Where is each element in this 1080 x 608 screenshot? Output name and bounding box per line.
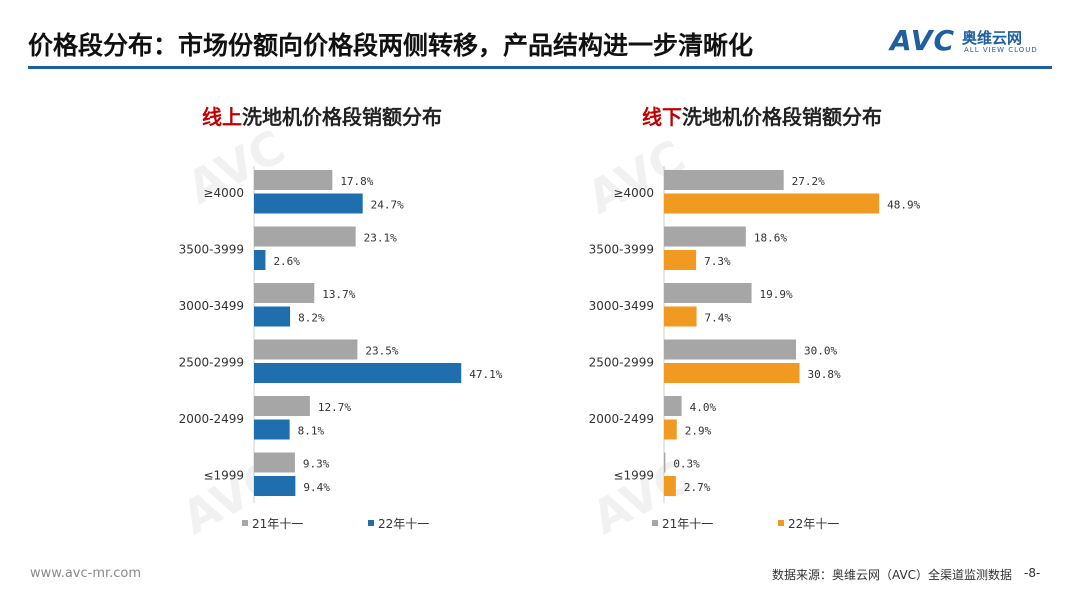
category-label: 2500-2999 — [179, 355, 244, 369]
page-title: 价格段分布：市场份额向价格段两侧转移，产品结构进一步清晰化 — [28, 31, 754, 60]
data-label: 17.8% — [340, 175, 373, 188]
chart-title: 线上洗地机价格段销额分布 — [202, 105, 442, 129]
bar-22 — [254, 193, 363, 214]
offline-chart: 线下洗地机价格段销额分布 ≥4000 27.2% 48.9% 3500-3999 18.6… — [589, 105, 921, 531]
footer-url[interactable]: www.avc-mr.com — [30, 566, 142, 581]
category-label: 3500-3999 — [589, 242, 654, 256]
data-label: 18.6% — [754, 232, 787, 245]
category-label: 2500-2999 — [589, 355, 654, 369]
legend-label: 22年十一 — [788, 517, 839, 531]
online-chart: 线上洗地机价格段销额分布 ≥4000 17.8% 24.7% 3500-3999 23.1… — [179, 105, 503, 531]
data-label: 30.8% — [808, 368, 841, 381]
category-label: ≤1999 — [203, 468, 244, 482]
bar-21 — [664, 452, 666, 473]
chart-title-highlight: 线下 — [642, 105, 682, 129]
page-number: -8- — [1024, 566, 1041, 580]
legend-swatch — [242, 520, 248, 526]
bar-22 — [664, 250, 697, 270]
bar-22 — [664, 419, 677, 440]
logo-mark: AVC — [890, 24, 955, 57]
chart-title-rest: 洗地机价格段销额分布 — [682, 105, 882, 129]
data-label: 8.2% — [298, 312, 325, 325]
data-label: 47.1% — [469, 368, 502, 381]
bar-21 — [254, 339, 358, 360]
bar-22 — [254, 306, 291, 327]
bar-22 — [664, 363, 800, 383]
category-label: 3500-3999 — [179, 242, 244, 256]
logo-cn-text: 奥维云网 — [962, 29, 1023, 47]
data-label: 12.7% — [318, 401, 351, 414]
bar-21 — [664, 283, 752, 303]
data-label: 8.1% — [298, 425, 325, 438]
data-label: 24.7% — [371, 199, 404, 212]
category-label: 3000-3499 — [179, 299, 244, 313]
data-label: 7.3% — [704, 255, 731, 268]
data-label: 30.0% — [804, 345, 837, 358]
bar-22 — [254, 419, 290, 440]
legend-swatch — [652, 520, 658, 526]
title-divider — [28, 66, 1052, 69]
chart-title: 线下洗地机价格段销额分布 — [642, 105, 882, 129]
data-label: 23.5% — [365, 345, 398, 358]
bar-21 — [254, 226, 356, 247]
legend-label: 21年十一 — [662, 517, 713, 531]
category-label: 3000-3499 — [589, 299, 654, 313]
bar-21 — [664, 339, 796, 360]
data-label: 7.4% — [705, 312, 732, 325]
bar-22 — [664, 306, 697, 327]
data-label: 19.9% — [760, 288, 793, 301]
bar-21 — [254, 452, 295, 473]
bar-21 — [254, 396, 310, 416]
data-label: 2.7% — [684, 481, 711, 494]
data-label: 0.3% — [673, 458, 700, 471]
category-label: ≤1999 — [613, 468, 654, 482]
data-label: 13.7% — [322, 288, 355, 301]
category-label: ≥4000 — [613, 186, 654, 200]
data-label: 2.9% — [685, 425, 712, 438]
legend-swatch — [368, 520, 374, 526]
data-label: 48.9% — [887, 199, 920, 212]
bar-22 — [254, 363, 462, 383]
bar-21 — [664, 170, 784, 190]
data-label: 9.3% — [303, 458, 330, 471]
bar-22 — [254, 250, 266, 270]
chart-title-rest: 洗地机价格段销额分布 — [242, 105, 442, 129]
data-label: 23.1% — [364, 232, 397, 245]
bar-21 — [254, 283, 315, 303]
legend-label: 21年十一 — [252, 517, 303, 531]
legend-label: 22年十一 — [378, 517, 429, 531]
data-label: 2.6% — [273, 255, 300, 268]
bar-21 — [254, 170, 333, 190]
data-label: 9.4% — [303, 481, 330, 494]
avc-logo: AVC 奥维云网 ALL VIEW CLOUD — [890, 24, 1060, 64]
category-label: ≥4000 — [203, 186, 244, 200]
category-label: 2000-2499 — [589, 412, 654, 426]
data-source-note: 数据来源：奥维云网（AVC）全渠道监测数据 — [772, 568, 1013, 582]
bar-21 — [664, 226, 746, 247]
bar-22 — [254, 476, 296, 496]
category-label: 2000-2499 — [179, 412, 244, 426]
bar-22 — [664, 476, 676, 496]
bar-21 — [664, 396, 682, 416]
logo-en-text: ALL VIEW CLOUD — [964, 46, 1038, 54]
bar-22 — [664, 193, 880, 214]
data-label: 27.2% — [792, 175, 825, 188]
legend-swatch — [778, 520, 784, 526]
data-label: 4.0% — [690, 401, 717, 414]
chart-title-highlight: 线上 — [202, 105, 242, 129]
